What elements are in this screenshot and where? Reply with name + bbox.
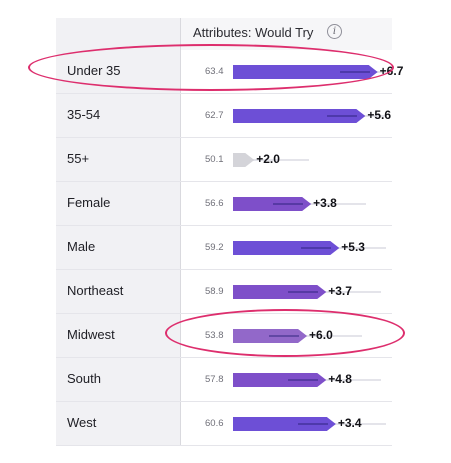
- lift-delta: +2.0: [256, 152, 280, 166]
- lift-bar: [233, 197, 311, 211]
- segment-label: Under 35: [67, 63, 121, 78]
- baseline-value: 59.2: [205, 242, 224, 253]
- table-row[interactable]: 35-54 62.7 +5.6: [56, 94, 392, 138]
- segment-label: West: [67, 415, 97, 430]
- bar-center-line: [269, 335, 300, 337]
- baseline-value: 62.7: [205, 110, 224, 121]
- lift-delta: +5.6: [367, 108, 392, 122]
- lift-bar: [233, 373, 326, 387]
- table-row[interactable]: West 60.6 +3.4: [56, 402, 392, 446]
- bar-center-line: [288, 379, 319, 381]
- lift-delta: +5.3: [341, 240, 365, 254]
- lift-delta: +4.8: [328, 372, 352, 386]
- lift-delta: +3.7: [328, 284, 352, 298]
- metric-cell: 53.8 +6.0: [181, 314, 392, 357]
- segment-label-cell: Male: [56, 226, 181, 269]
- metric-cell: 59.2 +5.3: [181, 226, 392, 269]
- baseline-value: 53.8: [205, 330, 224, 341]
- table-row[interactable]: Northeast 58.9 +3.7: [56, 270, 392, 314]
- lift-bar: [233, 285, 326, 299]
- bar-center-line: [339, 71, 370, 73]
- table-header: Attributes: Would Try i: [56, 18, 392, 51]
- table-row[interactable]: Under 35 63.4 +6.7: [56, 50, 403, 94]
- segment-label: 35-54: [67, 107, 101, 122]
- bar-center-line: [288, 291, 319, 293]
- segment-label-cell: Under 35: [56, 50, 181, 93]
- table-row[interactable]: Female 56.6 +3.8: [56, 182, 392, 226]
- bar-center-line: [327, 115, 358, 117]
- baseline-value: 57.8: [205, 374, 224, 385]
- bar-center-line: [297, 423, 328, 425]
- segment-label: Female: [67, 195, 111, 210]
- baseline-value: 58.9: [205, 286, 224, 297]
- metric-cell: 62.7 +5.6: [181, 94, 392, 137]
- bar-center-line: [301, 247, 332, 249]
- metric-cell: 58.9 +3.7: [181, 270, 392, 313]
- lift-delta: +3.4: [337, 416, 362, 430]
- lift-bar: [233, 109, 365, 123]
- lift-delta: +3.8: [313, 196, 337, 210]
- lift-bar: [233, 417, 336, 431]
- segment-label-cell: West: [56, 402, 181, 445]
- table-row[interactable]: 55+ 50.1 +2.0: [56, 138, 392, 182]
- info-icon[interactable]: i: [327, 24, 342, 39]
- table-row[interactable]: Midwest 53.8 +6.0: [56, 314, 392, 358]
- metric-cell: 63.4 +6.7: [181, 50, 403, 93]
- attributes-table: Attributes: Would Try i Under 35 63.4 +6.7…: [56, 18, 403, 446]
- segment-label: Midwest: [67, 327, 115, 342]
- lift-delta: +6.7: [379, 64, 404, 78]
- segment-label-cell: 55+: [56, 138, 181, 181]
- lift-bar: [233, 241, 339, 255]
- baseline-value: 56.6: [205, 198, 224, 209]
- lift-bar: [233, 329, 307, 343]
- segment-label-cell: 35-54: [56, 94, 181, 137]
- bar-center-line: [273, 203, 304, 205]
- lift-delta: +6.0: [309, 328, 333, 342]
- metric-cell: 57.8 +4.8: [181, 358, 392, 401]
- baseline-value: 60.6: [205, 418, 224, 429]
- header-label-column: [56, 18, 181, 50]
- segment-label: Male: [67, 239, 96, 254]
- table-row[interactable]: South 57.8 +4.8: [56, 358, 392, 402]
- metric-cell: 56.6 +3.8: [181, 182, 392, 225]
- segment-label: South: [67, 371, 101, 386]
- segment-label: 55+: [67, 151, 90, 166]
- reference-line: [233, 159, 310, 161]
- baseline-value: 63.4: [205, 66, 224, 77]
- metric-cell: 50.1 +2.0: [181, 138, 392, 181]
- table-row[interactable]: Male 59.2 +5.3: [56, 226, 392, 270]
- segment-label-cell: South: [56, 358, 181, 401]
- metric-cell: 60.6 +3.4: [181, 402, 392, 445]
- lift-bar: [233, 65, 378, 79]
- segment-label-cell: Midwest: [56, 314, 181, 357]
- column-title: Attributes: Would Try: [193, 25, 314, 40]
- segment-label-cell: Female: [56, 182, 181, 225]
- baseline-value: 50.1: [205, 154, 224, 165]
- segment-label-cell: Northeast: [56, 270, 181, 313]
- segment-label: Northeast: [67, 283, 124, 298]
- header-metric-column: Attributes: Would Try i: [181, 18, 392, 50]
- lift-bar: [233, 153, 254, 167]
